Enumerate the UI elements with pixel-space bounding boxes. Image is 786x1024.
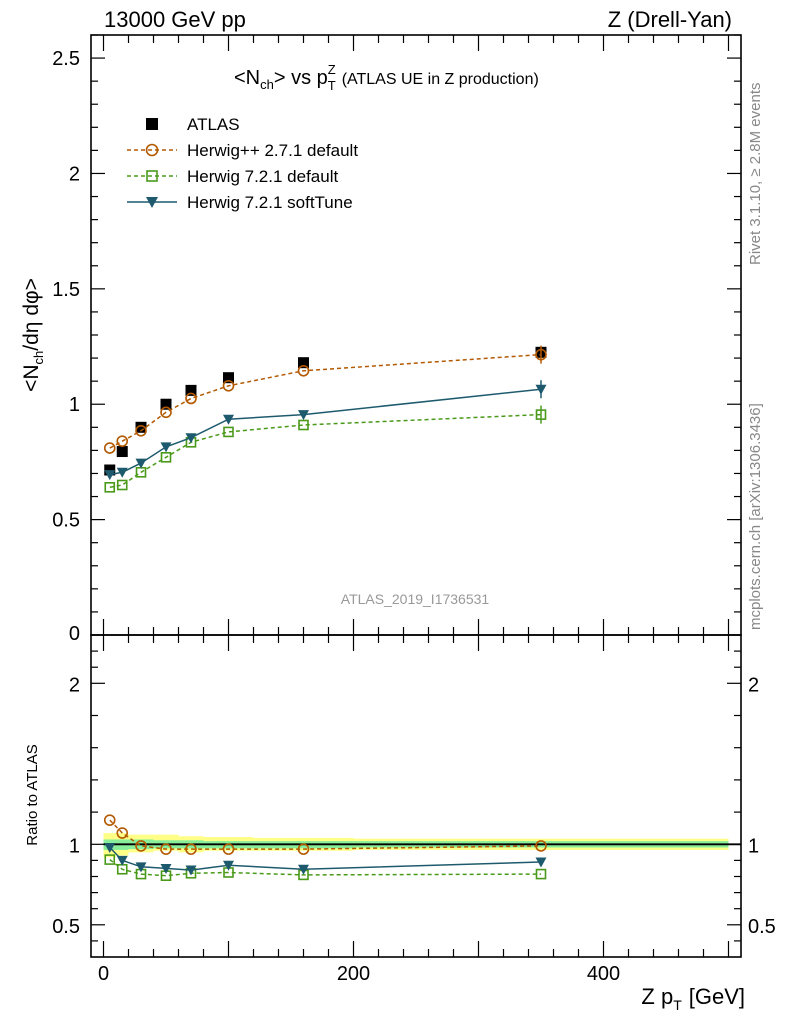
- y-tick-label: 2: [69, 674, 80, 696]
- data-point: [297, 364, 310, 377]
- main-ylabel: <Nch/dη dφ>: [20, 278, 46, 392]
- data-point: [160, 863, 172, 874]
- x-tick-label: 200: [337, 963, 370, 985]
- data-point: [298, 357, 309, 369]
- data-point: [135, 458, 147, 469]
- data-point: [298, 419, 309, 431]
- data-point: [160, 442, 172, 453]
- main-title: <Nch> vs pZ T (ATLAS UE in Z production): [234, 62, 539, 93]
- y-tick-label: 1: [69, 394, 80, 416]
- data-point: [116, 827, 129, 839]
- data-point: [116, 467, 128, 478]
- y-tick-label: 1: [69, 835, 80, 857]
- x-axis-label: Z pT [GeV]: [641, 984, 745, 1013]
- main-panel: 0.5 1 1.5 2 2.5 0: [52, 34, 742, 645]
- data-point: [535, 868, 547, 880]
- ratio-panel: 0.5 0.5 1 1 2 2 0 200 400: [52, 634, 776, 985]
- series-line: [109, 353, 542, 449]
- header-right: Z (Drell-Yan): [608, 7, 732, 32]
- y-tick-label-zero: 0: [69, 623, 80, 645]
- data-point: [160, 452, 172, 463]
- header-left: 13000 GeV pp: [104, 7, 246, 32]
- series-line: [109, 388, 542, 476]
- data-point: [135, 421, 147, 433]
- data-point: [185, 384, 197, 396]
- data-point: [146, 170, 158, 182]
- y-tick-label-right: 2: [748, 674, 759, 696]
- data-point: [145, 143, 159, 157]
- data-point: [535, 840, 547, 852]
- data-point: [135, 424, 147, 437]
- legend-label: Herwig 7.2.1 default: [187, 167, 338, 186]
- data-point: [116, 855, 128, 866]
- data-point: [298, 410, 309, 421]
- series-line: [109, 819, 542, 850]
- watermark: ATLAS_2019_I1736531: [341, 591, 490, 607]
- data-point: [297, 843, 310, 855]
- data-point: [104, 854, 116, 865]
- ratio-frame: [90, 634, 742, 958]
- title-mid: > vs p: [274, 67, 328, 89]
- legend: ATLAS Herwig++ 2.7.1 default Herwig 7.2.1 …: [127, 115, 358, 212]
- data-point: [103, 814, 116, 826]
- series-line: [109, 859, 542, 877]
- y-tick-label-right: 1: [748, 835, 759, 857]
- data-point: [160, 406, 172, 419]
- data-point: [104, 464, 116, 476]
- data-point: [160, 843, 172, 855]
- data-point: [223, 860, 234, 871]
- y-tick-label: 0.5: [52, 916, 80, 938]
- data-point: [104, 843, 116, 854]
- title-suffix: (ATLAS UE in Z production): [342, 71, 539, 88]
- title-sup: Z: [328, 62, 336, 77]
- y-tick-label: 2: [69, 163, 80, 185]
- data-point: [535, 857, 547, 868]
- data-point: [103, 442, 116, 454]
- x-tick-label: 400: [587, 963, 620, 985]
- data-point: [104, 470, 116, 481]
- data-point: [185, 392, 197, 405]
- data-point: [223, 372, 234, 384]
- data-point: [104, 482, 116, 493]
- data-point: [116, 435, 129, 447]
- ratio-ylabel: Ratio to ATLAS: [24, 744, 41, 845]
- data-point: [185, 843, 197, 855]
- data-point: [116, 446, 128, 458]
- y-tick-label: 0.5: [52, 510, 80, 532]
- series-line: [109, 846, 542, 871]
- data-point: [223, 414, 234, 425]
- y-tick-label-right: 0.5: [748, 916, 776, 938]
- series-line: [109, 413, 542, 489]
- data-point: [185, 433, 197, 444]
- title-sub2: T: [328, 78, 336, 93]
- x-tick-label: 0: [98, 963, 109, 985]
- data-point: [135, 840, 147, 852]
- data-point: [135, 862, 147, 873]
- legend-label: Herwig++ 2.7.1 default: [187, 141, 358, 160]
- rivet-label: Rivet 3.1.10, ≥ 2.8M events: [747, 83, 764, 266]
- data-point: [116, 479, 128, 491]
- title-prefix: <N: [234, 67, 260, 89]
- y-tick-label: 1.5: [52, 279, 80, 301]
- data-point: [222, 379, 235, 392]
- data-point: [223, 426, 234, 438]
- data-point: [146, 197, 158, 208]
- y-tick-label: 2.5: [52, 48, 80, 70]
- legend-label: ATLAS: [187, 115, 240, 134]
- data-point: [185, 865, 197, 876]
- data-point: [222, 843, 235, 855]
- legend-label: Herwig 7.2.1 softTune: [187, 193, 353, 212]
- title-sub: ch: [260, 77, 274, 92]
- mcplots-label: mcplots.cern.ch [arXiv:1306.3436]: [747, 403, 764, 630]
- data-point: [160, 398, 172, 410]
- data-point: [146, 118, 158, 130]
- data-point: [298, 864, 309, 875]
